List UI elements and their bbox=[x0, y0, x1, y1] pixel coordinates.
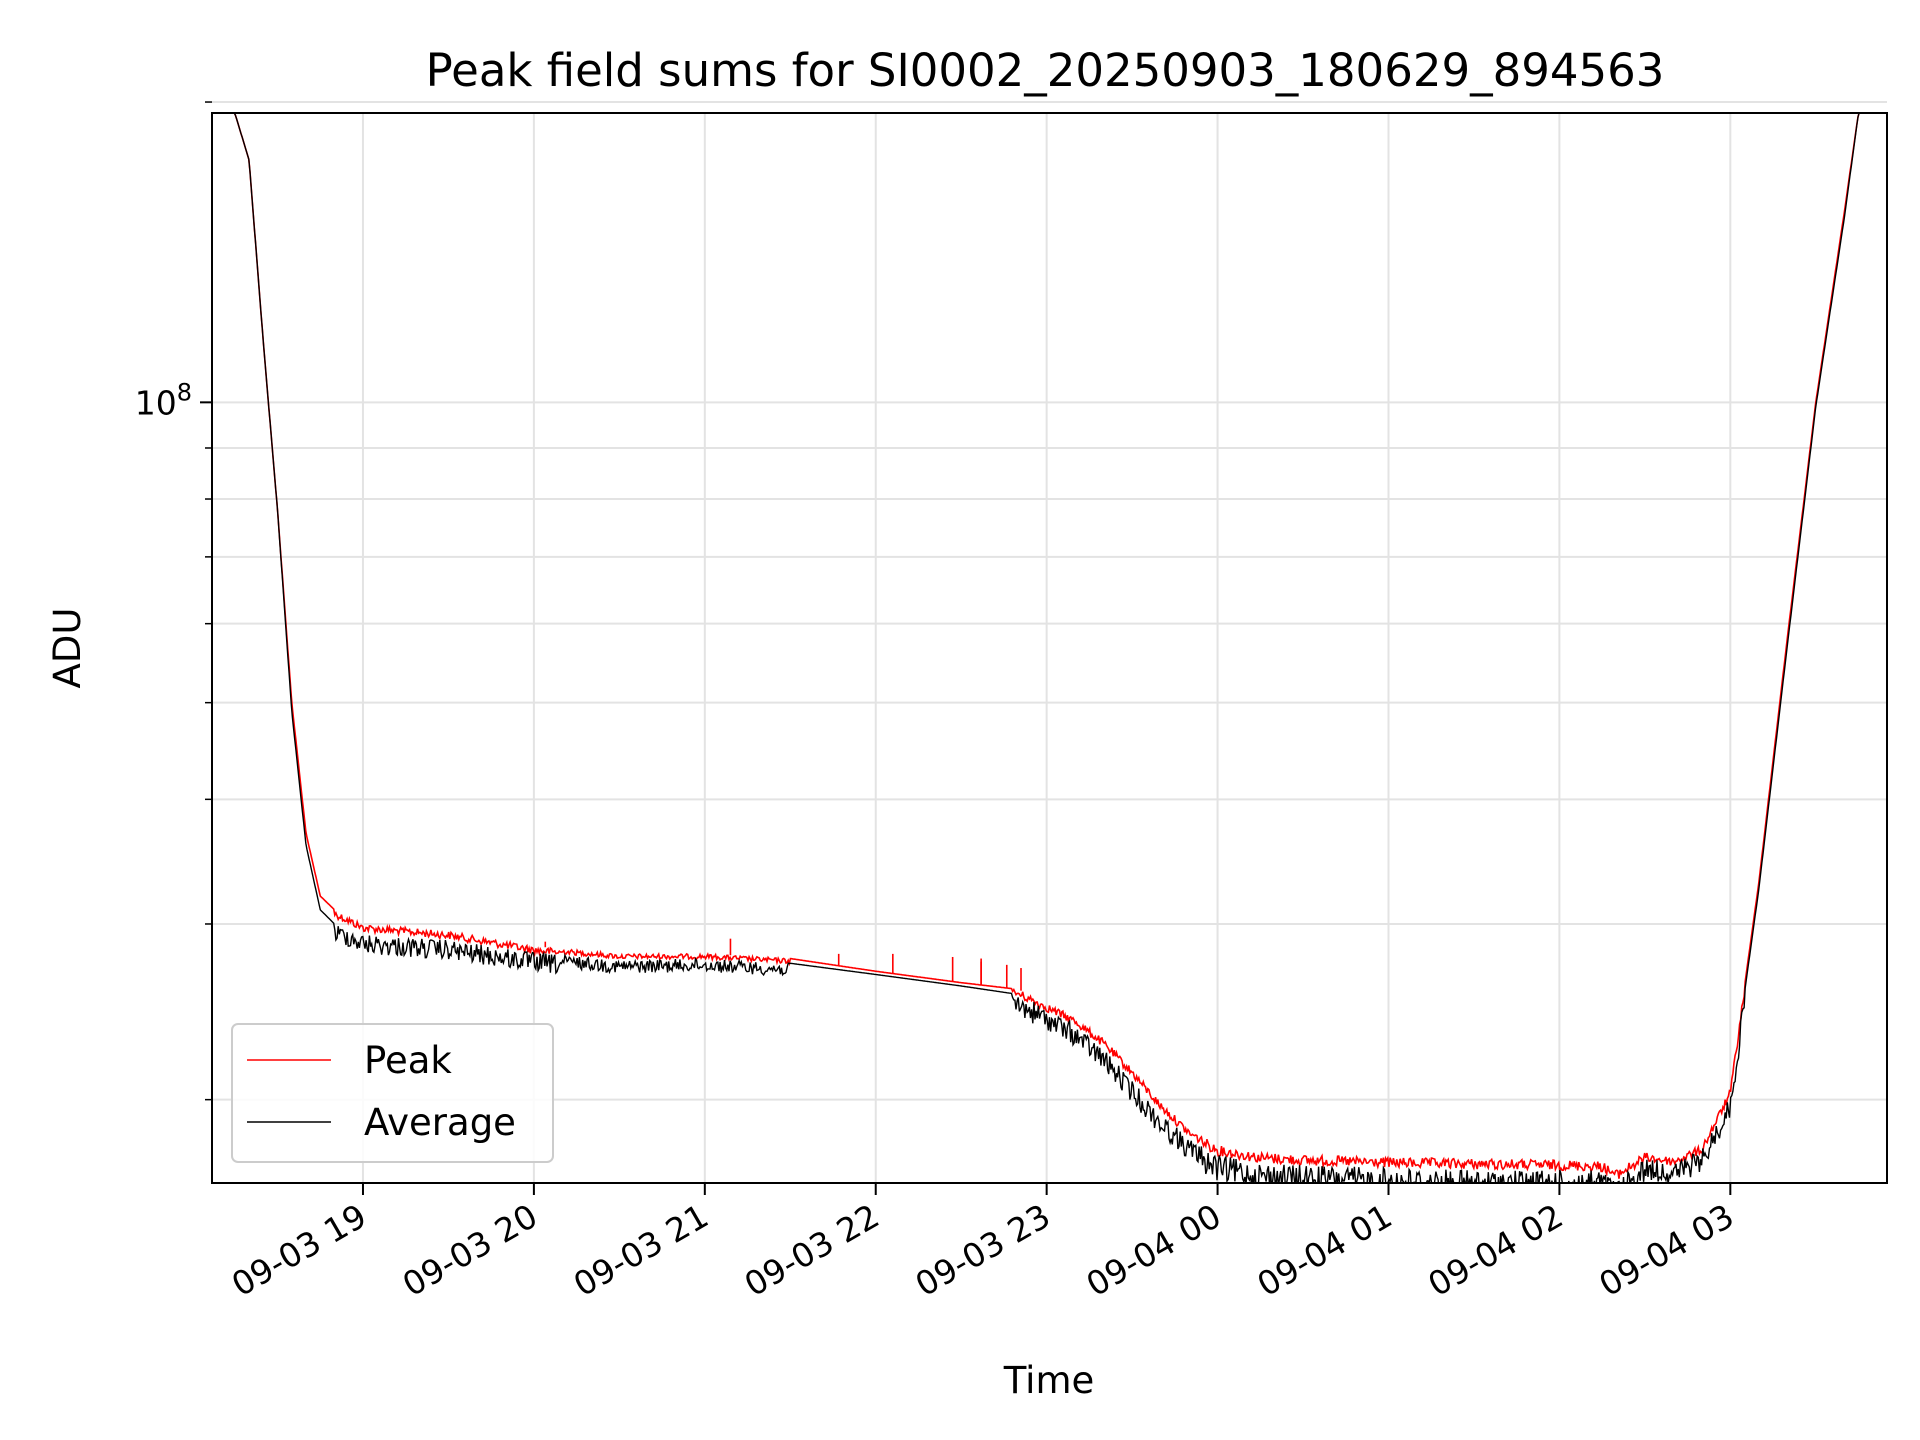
legend-label-average: Average bbox=[364, 1101, 516, 1144]
y-axis-label: ADU bbox=[46, 608, 89, 689]
legend-label-peak: Peak bbox=[364, 1039, 452, 1082]
legend: Peak Average bbox=[231, 1023, 554, 1163]
series-layer bbox=[212, 113, 1887, 1183]
chart-title: Peak field sums for SI0002_20250903_1806… bbox=[426, 44, 1665, 97]
plot-area bbox=[212, 113, 1887, 1183]
y-tick-label: 108 bbox=[135, 378, 192, 422]
series-line-average bbox=[212, 113, 1887, 1183]
y-axis: 108 bbox=[135, 101, 212, 1101]
grid bbox=[212, 101, 1887, 1183]
plot-frame bbox=[211, 112, 1888, 1184]
series-line-peak bbox=[212, 113, 1887, 1179]
legend-frame bbox=[231, 1023, 554, 1163]
x-axis-label: Time bbox=[1003, 1359, 1095, 1402]
